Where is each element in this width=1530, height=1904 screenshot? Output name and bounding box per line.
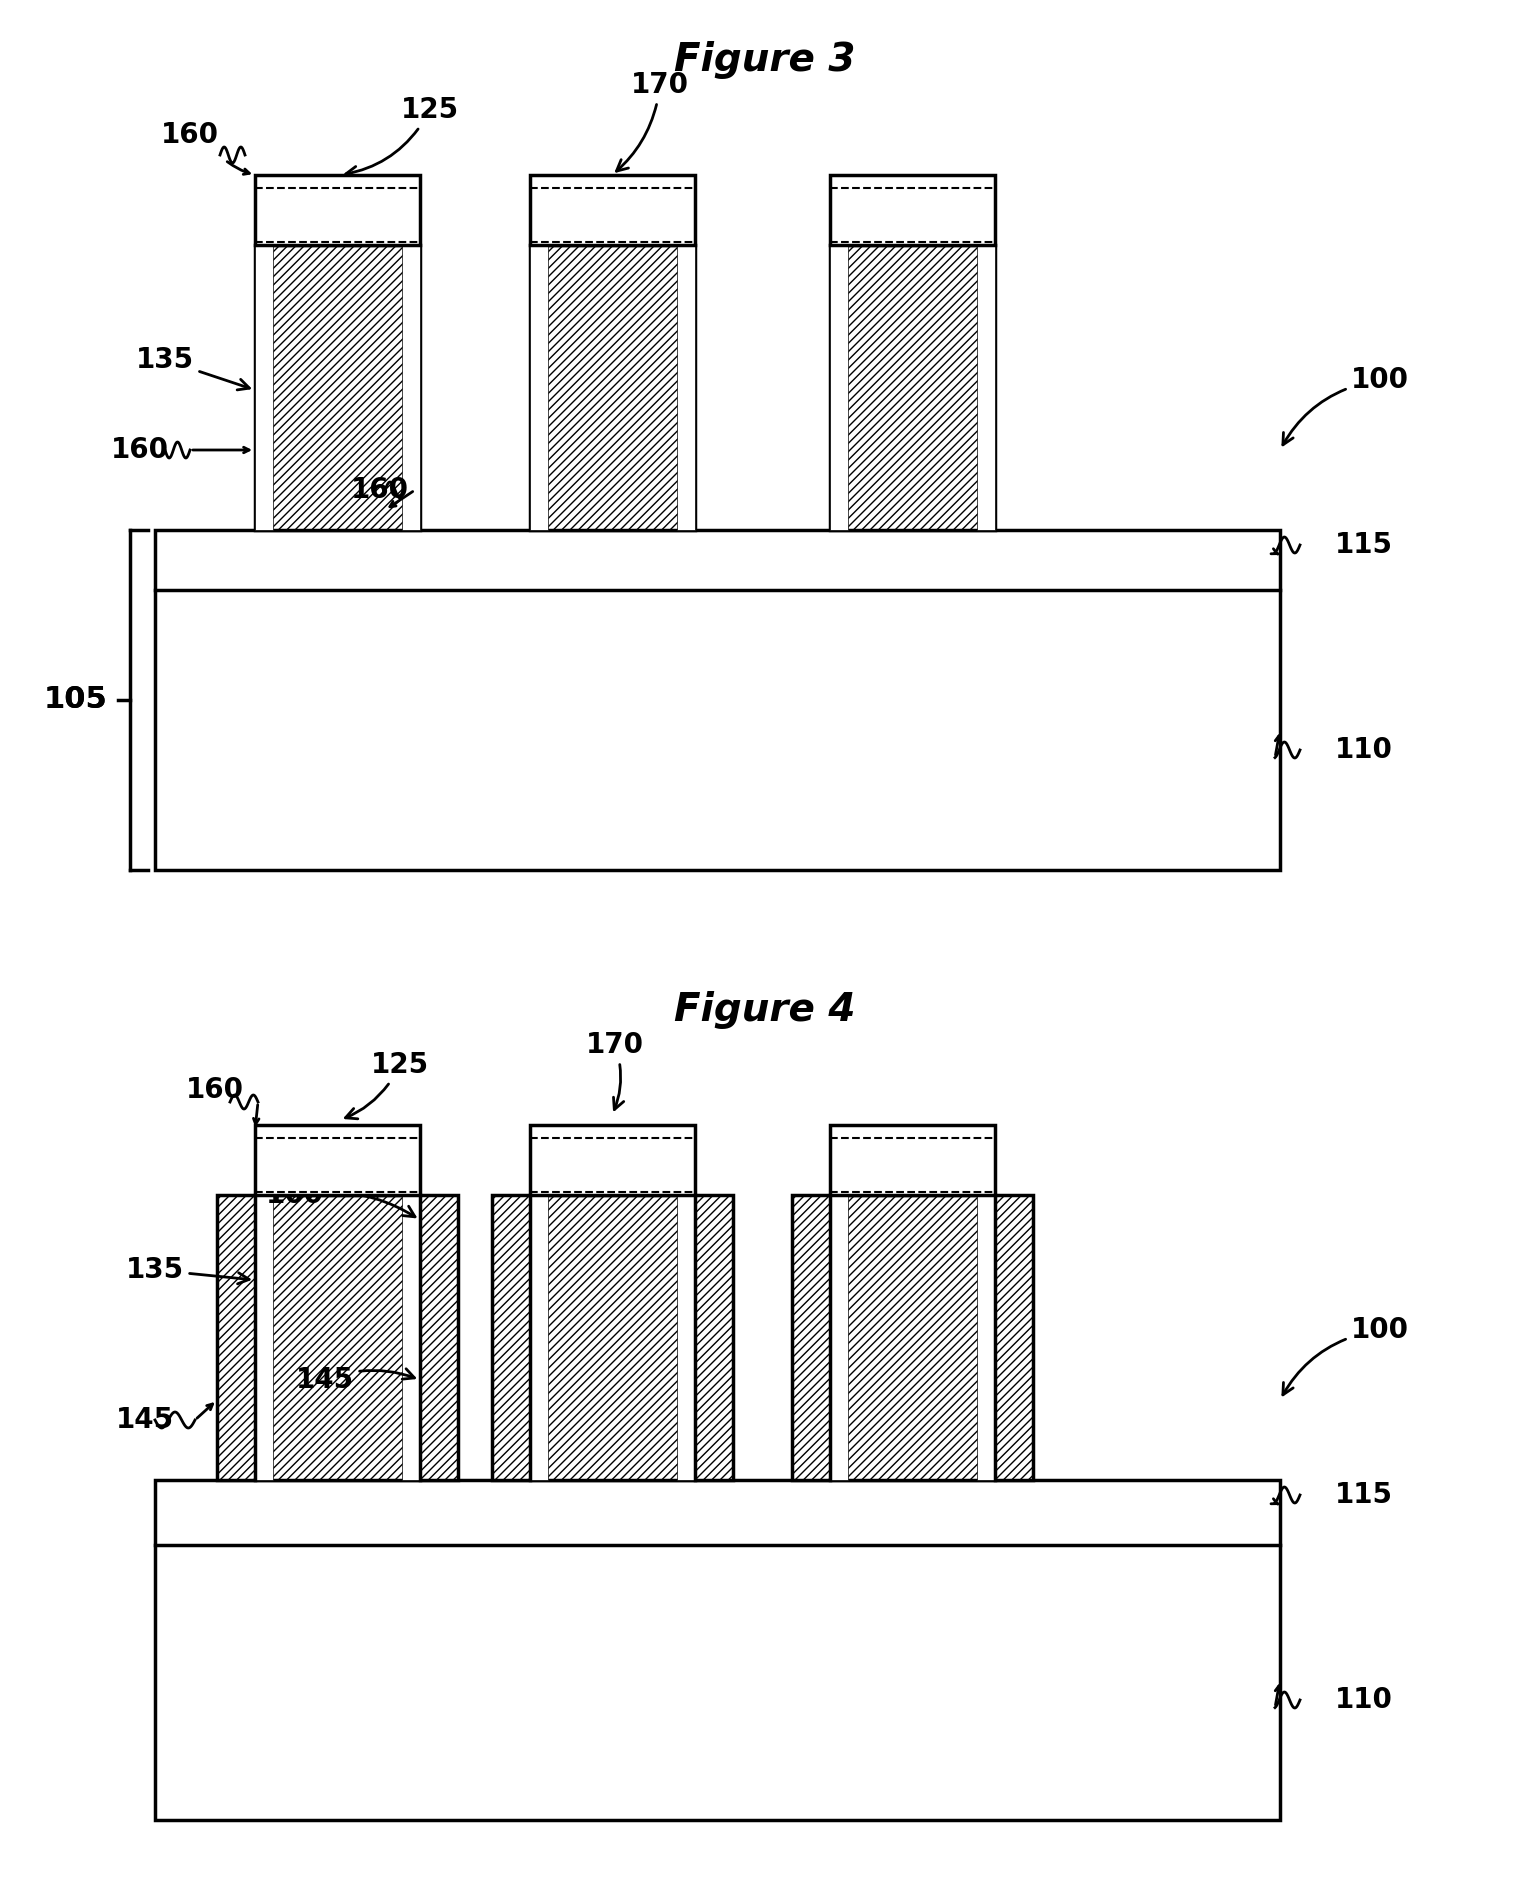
Text: 125: 125 (346, 1051, 428, 1120)
Bar (829, 246, 848, 529)
Bar (256, 1125, 421, 1196)
Text: 105: 105 (43, 685, 107, 714)
Text: 145: 145 (116, 1405, 174, 1434)
Bar (529, 175, 695, 246)
Text: Figure 4: Figure 4 (675, 990, 855, 1028)
Text: 115: 115 (1336, 531, 1392, 560)
Bar (217, 1196, 457, 1479)
Bar (256, 1196, 272, 1479)
Bar (256, 246, 421, 529)
Bar (402, 246, 421, 529)
Text: 160: 160 (112, 436, 168, 465)
Text: 160: 160 (350, 476, 409, 505)
Text: 170: 170 (586, 1030, 644, 1110)
Bar (829, 246, 995, 529)
Bar (155, 529, 1281, 870)
Bar (493, 1196, 733, 1479)
Bar (256, 246, 272, 529)
Text: 105: 105 (43, 685, 107, 714)
Text: 100: 100 (1282, 1316, 1409, 1396)
Bar (155, 1479, 1281, 1820)
Bar (978, 246, 995, 529)
Bar (676, 246, 695, 529)
Text: Figure 3: Figure 3 (675, 42, 855, 78)
Bar (402, 1196, 421, 1479)
Bar (829, 1196, 848, 1479)
Bar (829, 1125, 995, 1196)
Text: 135: 135 (125, 1257, 249, 1283)
Bar (529, 1196, 548, 1479)
Text: 145: 145 (295, 1365, 415, 1394)
Bar (978, 1196, 995, 1479)
Bar (676, 1196, 695, 1479)
Text: 160: 160 (161, 122, 219, 149)
Text: 135: 135 (136, 347, 249, 390)
Text: 115: 115 (1336, 1481, 1392, 1510)
Bar (256, 175, 421, 246)
Text: 160: 160 (187, 1076, 243, 1104)
Bar (829, 175, 995, 246)
Text: 110: 110 (1336, 737, 1392, 764)
Text: 110: 110 (1336, 1687, 1392, 1714)
Bar (529, 246, 548, 529)
Text: 100: 100 (1282, 366, 1409, 446)
Text: 170: 170 (617, 70, 688, 171)
Text: 125: 125 (346, 95, 459, 177)
Text: 160: 160 (266, 1180, 415, 1217)
Bar (793, 1196, 1033, 1479)
Bar (529, 246, 695, 529)
Bar (529, 1125, 695, 1196)
